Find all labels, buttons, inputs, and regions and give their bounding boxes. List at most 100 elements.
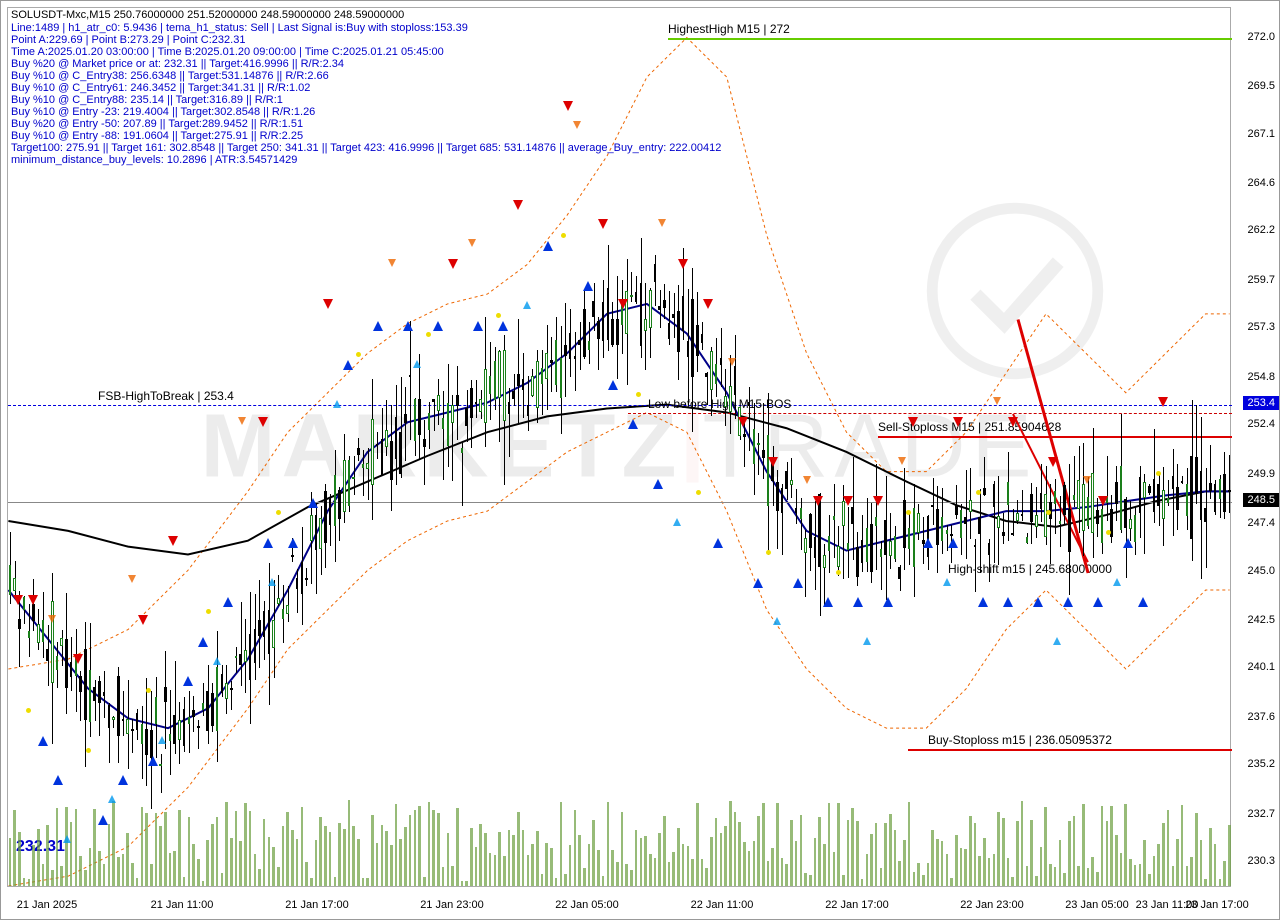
- signal-up-blue: [1138, 597, 1148, 607]
- signal-up-blue: [98, 815, 108, 825]
- signal-up-blue: [433, 321, 443, 331]
- info-line: minimum_distance_buy_levels: 10.2896 | A…: [11, 154, 297, 167]
- signal-up-blue: [853, 597, 863, 607]
- x-axis: 21 Jan 202521 Jan 11:0021 Jan 17:0021 Ja…: [7, 891, 1231, 913]
- y-tick: 267.1: [1247, 128, 1275, 140]
- x-tick: 22 Jan 11:00: [691, 899, 754, 911]
- signal-up-blue: [1063, 597, 1073, 607]
- price-flag: 253.4: [1243, 396, 1279, 410]
- signal-down-red: [168, 536, 178, 546]
- y-tick: 269.5: [1247, 80, 1275, 92]
- signal-down-red: [1048, 457, 1058, 467]
- signal-down-red: [813, 496, 823, 506]
- chart-container: MARKETZ TRADE 232.31 HighestHigh M15 | 2…: [0, 0, 1280, 920]
- signal-down-hollow: [898, 457, 906, 465]
- y-tick: 245.0: [1247, 565, 1275, 577]
- x-tick: 22 Jan 05:00: [555, 899, 619, 911]
- price-flag: 248.5: [1243, 493, 1279, 507]
- signal-down-hollow: [388, 259, 396, 267]
- signal-up-blue: [498, 321, 508, 331]
- signal-down-hollow: [1083, 476, 1091, 484]
- signal-down-hollow: [728, 358, 736, 366]
- signal-up-blue: [823, 597, 833, 607]
- signal-up-hollow: [943, 578, 951, 586]
- watermark-left: MARKETZ: [201, 396, 683, 499]
- signal-up-blue: [148, 756, 158, 766]
- yellow-dot: [86, 748, 91, 753]
- signal-up-blue: [263, 538, 273, 548]
- signal-up-hollow: [1053, 637, 1061, 645]
- signal-up-hollow: [108, 795, 116, 803]
- x-tick: 21 Jan 11:00: [151, 899, 214, 911]
- signal-up-blue: [1093, 597, 1103, 607]
- x-tick: 21 Jan 17:00: [285, 899, 349, 911]
- signal-down-hollow: [993, 397, 1001, 405]
- yellow-dot: [906, 510, 911, 515]
- signal-up-blue: [403, 321, 413, 331]
- signal-up-hollow: [213, 657, 221, 665]
- hline: [878, 436, 1232, 438]
- signal-down-red: [1158, 397, 1168, 407]
- signal-down-red: [678, 259, 688, 269]
- signal-up-hollow: [63, 835, 71, 843]
- hline-label: FSB-HighToBreak | 253.4: [98, 389, 234, 403]
- signal-up-blue: [583, 281, 593, 291]
- y-axis: 230.3232.7235.2237.6240.1242.5245.0247.4…: [1231, 7, 1279, 887]
- signal-up-hollow: [158, 736, 166, 744]
- yellow-dot: [1106, 530, 1111, 535]
- signal-up-blue: [1003, 597, 1013, 607]
- signal-down-red: [908, 417, 918, 427]
- yellow-dot: [561, 233, 566, 238]
- x-tick: 22 Jan 23:00: [960, 899, 1024, 911]
- signal-up-blue: [753, 578, 763, 588]
- signal-down-red: [873, 496, 883, 506]
- signal-up-blue: [653, 479, 663, 489]
- y-tick: 272.0: [1247, 31, 1275, 43]
- hline-label: HighestHigh M15 | 272: [668, 22, 790, 36]
- y-tick: 262.2: [1247, 224, 1275, 236]
- signal-down-red: [953, 417, 963, 427]
- signal-down-red: [258, 417, 268, 427]
- signal-down-red: [73, 654, 83, 664]
- signal-down-red: [28, 595, 38, 605]
- signal-down-red: [1098, 496, 1108, 506]
- y-tick: 252.4: [1247, 418, 1275, 430]
- x-tick: 23 Jan 17:00: [1185, 899, 1249, 911]
- yellow-dot: [496, 313, 501, 318]
- y-tick: 232.7: [1247, 808, 1275, 820]
- signal-up-blue: [343, 360, 353, 370]
- signal-down-red: [448, 259, 458, 269]
- yellow-dot: [356, 352, 361, 357]
- signal-up-hollow: [523, 301, 531, 309]
- signal-up-blue: [608, 380, 618, 390]
- signal-down-red: [1008, 417, 1018, 427]
- signal-down-hollow: [803, 476, 811, 484]
- signal-up-blue: [308, 498, 318, 508]
- signal-down-red: [843, 496, 853, 506]
- watermark-check-icon: [925, 201, 1105, 381]
- signal-down-red: [598, 219, 608, 229]
- signal-up-blue: [373, 321, 383, 331]
- signal-up-blue: [923, 538, 933, 548]
- signal-up-hollow: [413, 360, 421, 368]
- hline: [908, 749, 1232, 751]
- signal-up-hollow: [268, 578, 276, 586]
- signal-down-red: [703, 299, 713, 309]
- x-tick: 23 Jan 05:00: [1065, 899, 1129, 911]
- signal-down-hollow: [468, 239, 476, 247]
- signal-up-blue: [713, 538, 723, 548]
- signal-down-hollow: [48, 615, 56, 623]
- hline-label: Buy-Stoploss m15 | 236.05095372: [928, 733, 1112, 747]
- yellow-dot: [26, 708, 31, 713]
- signal-down-hollow: [573, 121, 581, 129]
- signal-up-blue: [223, 597, 233, 607]
- y-tick: 247.4: [1247, 517, 1275, 529]
- signal-down-red: [618, 299, 628, 309]
- y-tick: 254.8: [1247, 371, 1275, 383]
- signal-up-blue: [118, 775, 128, 785]
- signal-up-hollow: [673, 518, 681, 526]
- signal-down-red: [138, 615, 148, 625]
- signal-up-blue: [793, 578, 803, 588]
- signal-up-hollow: [333, 400, 341, 408]
- signal-up-blue: [1033, 597, 1043, 607]
